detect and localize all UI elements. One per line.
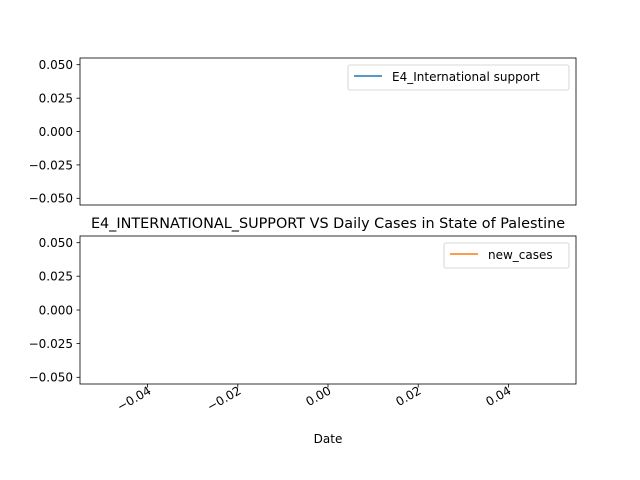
bottom-ytick: −0.025: [29, 337, 80, 351]
bottom-legend-frame: [443, 242, 570, 269]
bottom-chart-title: E4_INTERNATIONAL_SUPPORT VS Daily Cases …: [91, 216, 565, 232]
top-axes: 0.050 0.025 0.000 −0.025 −0.050 E4_Int: [29, 57, 577, 206]
top-legend-label: E4_International support: [392, 70, 540, 84]
top-ytick-label: 0.025: [39, 92, 73, 106]
bottom-ytick: 0.000: [39, 304, 80, 318]
bottom-ytick: 0.050: [39, 236, 80, 250]
bottom-legend: new_cases: [443, 242, 570, 269]
bottom-ytick-label: −0.050: [29, 371, 73, 385]
bottom-x-axis-label: Date: [314, 432, 343, 446]
bottom-ytick: 0.025: [39, 270, 80, 284]
top-ytick: −0.050: [29, 192, 80, 206]
top-ytick-label: −0.050: [29, 192, 73, 206]
top-ytick: 0.025: [39, 92, 80, 106]
top-legend-frame: [347, 64, 570, 91]
top-ytick: 0.000: [39, 125, 80, 139]
top-ytick: −0.025: [29, 159, 80, 173]
bottom-ytick: −0.050: [29, 371, 80, 385]
top-ytick-label: −0.025: [29, 159, 73, 173]
top-y-axis: 0.050 0.025 0.000 −0.025 −0.050: [29, 58, 80, 206]
bottom-legend-label: new_cases: [488, 248, 553, 262]
top-ytick: 0.050: [39, 58, 80, 72]
top-ytick-label: 0.050: [39, 58, 73, 72]
bottom-y-axis: 0.050 0.025 0.000 −0.025 −0.050: [29, 236, 80, 385]
bottom-ytick-label: −0.025: [29, 337, 73, 351]
bottom-ytick-label: 0.000: [39, 304, 73, 318]
bottom-ytick-label: 0.025: [39, 270, 73, 284]
top-legend: E4_International support: [347, 64, 570, 91]
bottom-ytick-label: 0.050: [39, 236, 73, 250]
top-ytick-label: 0.000: [39, 125, 73, 139]
bottom-axes: E4_INTERNATIONAL_SUPPORT VS Daily Cases …: [29, 216, 577, 446]
